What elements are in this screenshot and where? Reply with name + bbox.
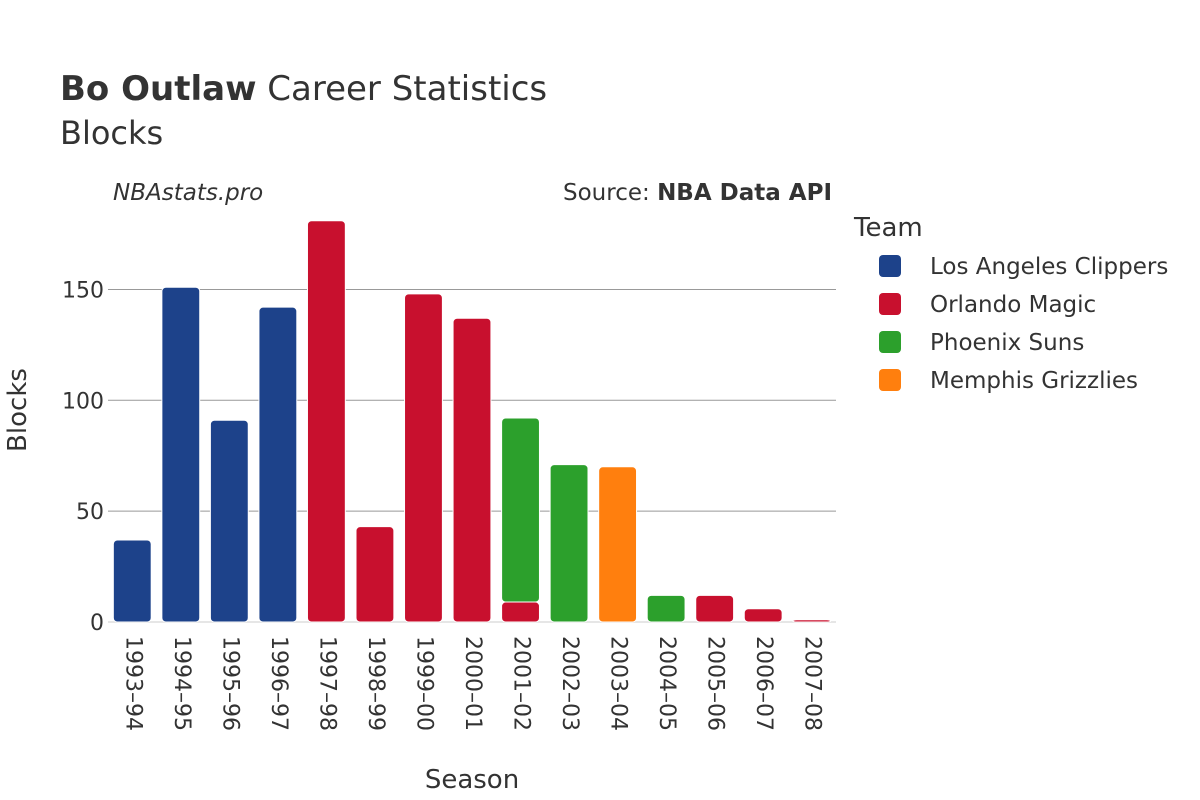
bar: [598, 466, 638, 623]
bar: [306, 220, 346, 623]
y-tick-label: 0: [90, 611, 104, 636]
legend-label: Phoenix Suns: [930, 330, 1084, 356]
legend-label: Orlando Magic: [930, 292, 1096, 318]
x-tick-label: 2002–03: [557, 636, 582, 731]
x-tick-label: 1996–97: [266, 636, 291, 731]
x-tick-label: 1994–95: [169, 636, 194, 731]
y-tick-label: 150: [62, 278, 104, 303]
bar: [452, 317, 492, 623]
bar: [355, 526, 395, 623]
x-tick-label: 2000–01: [460, 636, 485, 731]
legend-label: Los Angeles Clippers: [930, 254, 1168, 280]
x-tick-label: 1998–99: [363, 636, 388, 731]
chart-subtitle: Blocks: [60, 114, 163, 152]
y-tick-labels: 0 50 100 150: [62, 278, 104, 636]
y-tick-label: 50: [76, 500, 104, 525]
x-tick-label: 2006–07: [751, 636, 776, 731]
x-tick-label: 2003–04: [606, 636, 631, 731]
bar: [646, 594, 686, 623]
bar: [404, 293, 443, 623]
x-tick-labels: 1993–94 1994–95 1995–96 1996–97 1997–98 1998–…: [120, 636, 824, 731]
chart-title-rest: Career Statistics: [256, 69, 547, 109]
y-tick-label: 100: [62, 389, 104, 414]
legend: Los Angeles Clippers Orlando Magic Phoenix…: [879, 254, 1168, 394]
chart-title-bold: Bo Outlaw: [60, 69, 256, 109]
x-tick-label: 2007–08: [800, 636, 825, 731]
legend-swatch: [879, 255, 901, 277]
x-axis-title: Season: [425, 765, 519, 795]
x-tick-label: 2005–06: [703, 636, 728, 731]
chart-title: Bo Outlaw Career Statistics: [60, 69, 547, 109]
bar: [792, 619, 832, 623]
watermark: NBAstats.pro: [113, 180, 263, 206]
legend-title: Team: [853, 213, 923, 243]
source-note: Source: NBA Data API: [563, 180, 832, 206]
bar: [501, 601, 540, 623]
legend-swatch: [879, 369, 901, 391]
y-axis-title: Blocks: [3, 368, 33, 452]
bar: [161, 286, 201, 623]
bars: [112, 220, 832, 623]
source-name: NBA Data API: [657, 180, 832, 206]
x-tick-label: 2001–02: [509, 636, 534, 731]
legend-label: Memphis Grizzlies: [930, 368, 1138, 394]
bar: [112, 539, 152, 623]
x-tick-label: 2004–05: [654, 636, 679, 731]
bar: [695, 594, 735, 623]
legend-swatch: [879, 331, 901, 353]
x-tick-label: 1999–00: [411, 636, 436, 731]
x-tick-label: 1997–98: [314, 636, 339, 731]
bar: [743, 608, 783, 623]
x-tick-label: 1995–96: [217, 636, 242, 731]
x-tick-label: 1993–94: [120, 636, 145, 731]
bar: [549, 464, 589, 623]
legend-swatch: [879, 293, 901, 315]
bar: [258, 306, 298, 623]
bar: [501, 417, 540, 603]
bar: [209, 419, 249, 623]
source-prefix: Source:: [563, 180, 657, 206]
